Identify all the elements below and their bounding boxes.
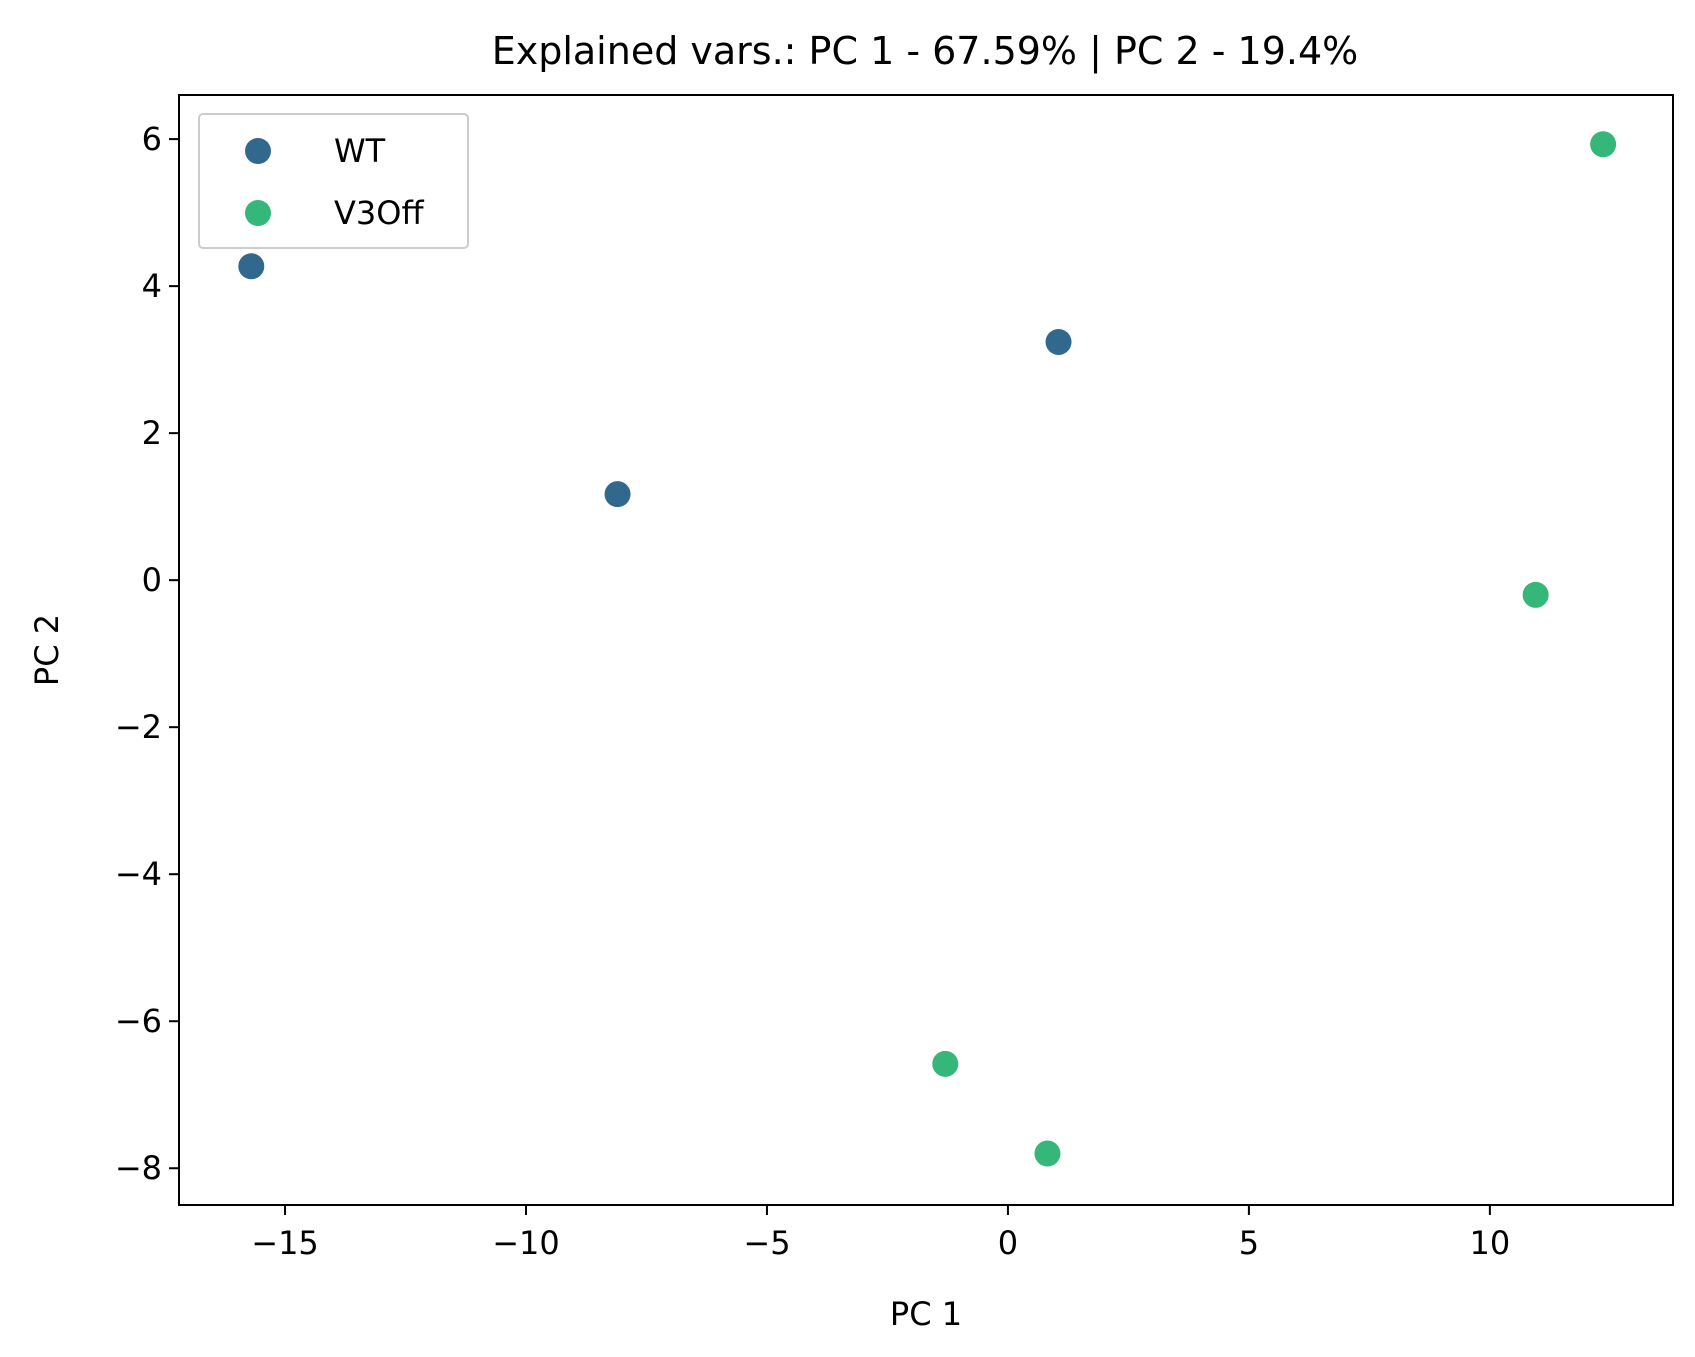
x-axis-ticks: −15 −10 −5 0 5 10 [251, 1205, 1510, 1262]
y-tick-label: 6 [142, 120, 162, 158]
y-tick-label: −6 [115, 1002, 162, 1040]
y-axis-ticks: −8 −6 −4 −2 0 2 4 6 [115, 120, 179, 1187]
x-tick-label: 5 [1239, 1224, 1259, 1262]
data-point-v3off [1034, 1140, 1061, 1167]
legend-label-wt: WT [334, 132, 386, 170]
y-tick-label: −2 [115, 708, 162, 746]
data-point-v3off [932, 1050, 959, 1077]
legend-marker-v3off [245, 200, 271, 226]
data-point-wt [604, 481, 631, 508]
scatter-points [238, 131, 1617, 1167]
legend-marker-wt [245, 138, 271, 164]
x-tick-label: −5 [743, 1224, 790, 1262]
x-tick-label: 0 [998, 1224, 1018, 1262]
data-point-wt [238, 253, 265, 280]
legend: WT V3Off [198, 113, 469, 249]
x-tick-label: 10 [1470, 1224, 1511, 1262]
y-tick-label: 4 [142, 267, 162, 305]
chart-title: Explained vars.: PC 1 - 67.59% | PC 2 - … [492, 29, 1359, 74]
data-point-v3off [1590, 131, 1617, 158]
y-tick-label: −8 [115, 1149, 162, 1187]
x-tick-label: −10 [492, 1224, 560, 1262]
y-tick-label: −4 [115, 855, 162, 893]
x-tick-label: −15 [251, 1224, 319, 1262]
axes-frame [178, 94, 1674, 1206]
legend-label-v3off: V3Off [334, 194, 424, 232]
y-axis-label: PC 2 [28, 614, 66, 686]
y-tick-label: 0 [142, 561, 162, 599]
plot-area: −15 −10 −5 0 5 10 −8 −6 −4 −2 0 2 4 6 [115, 94, 1674, 1262]
data-point-v3off [1522, 581, 1549, 608]
data-point-wt [1045, 328, 1072, 355]
x-axis-label: PC 1 [890, 1295, 962, 1333]
y-tick-label: 2 [142, 414, 162, 452]
